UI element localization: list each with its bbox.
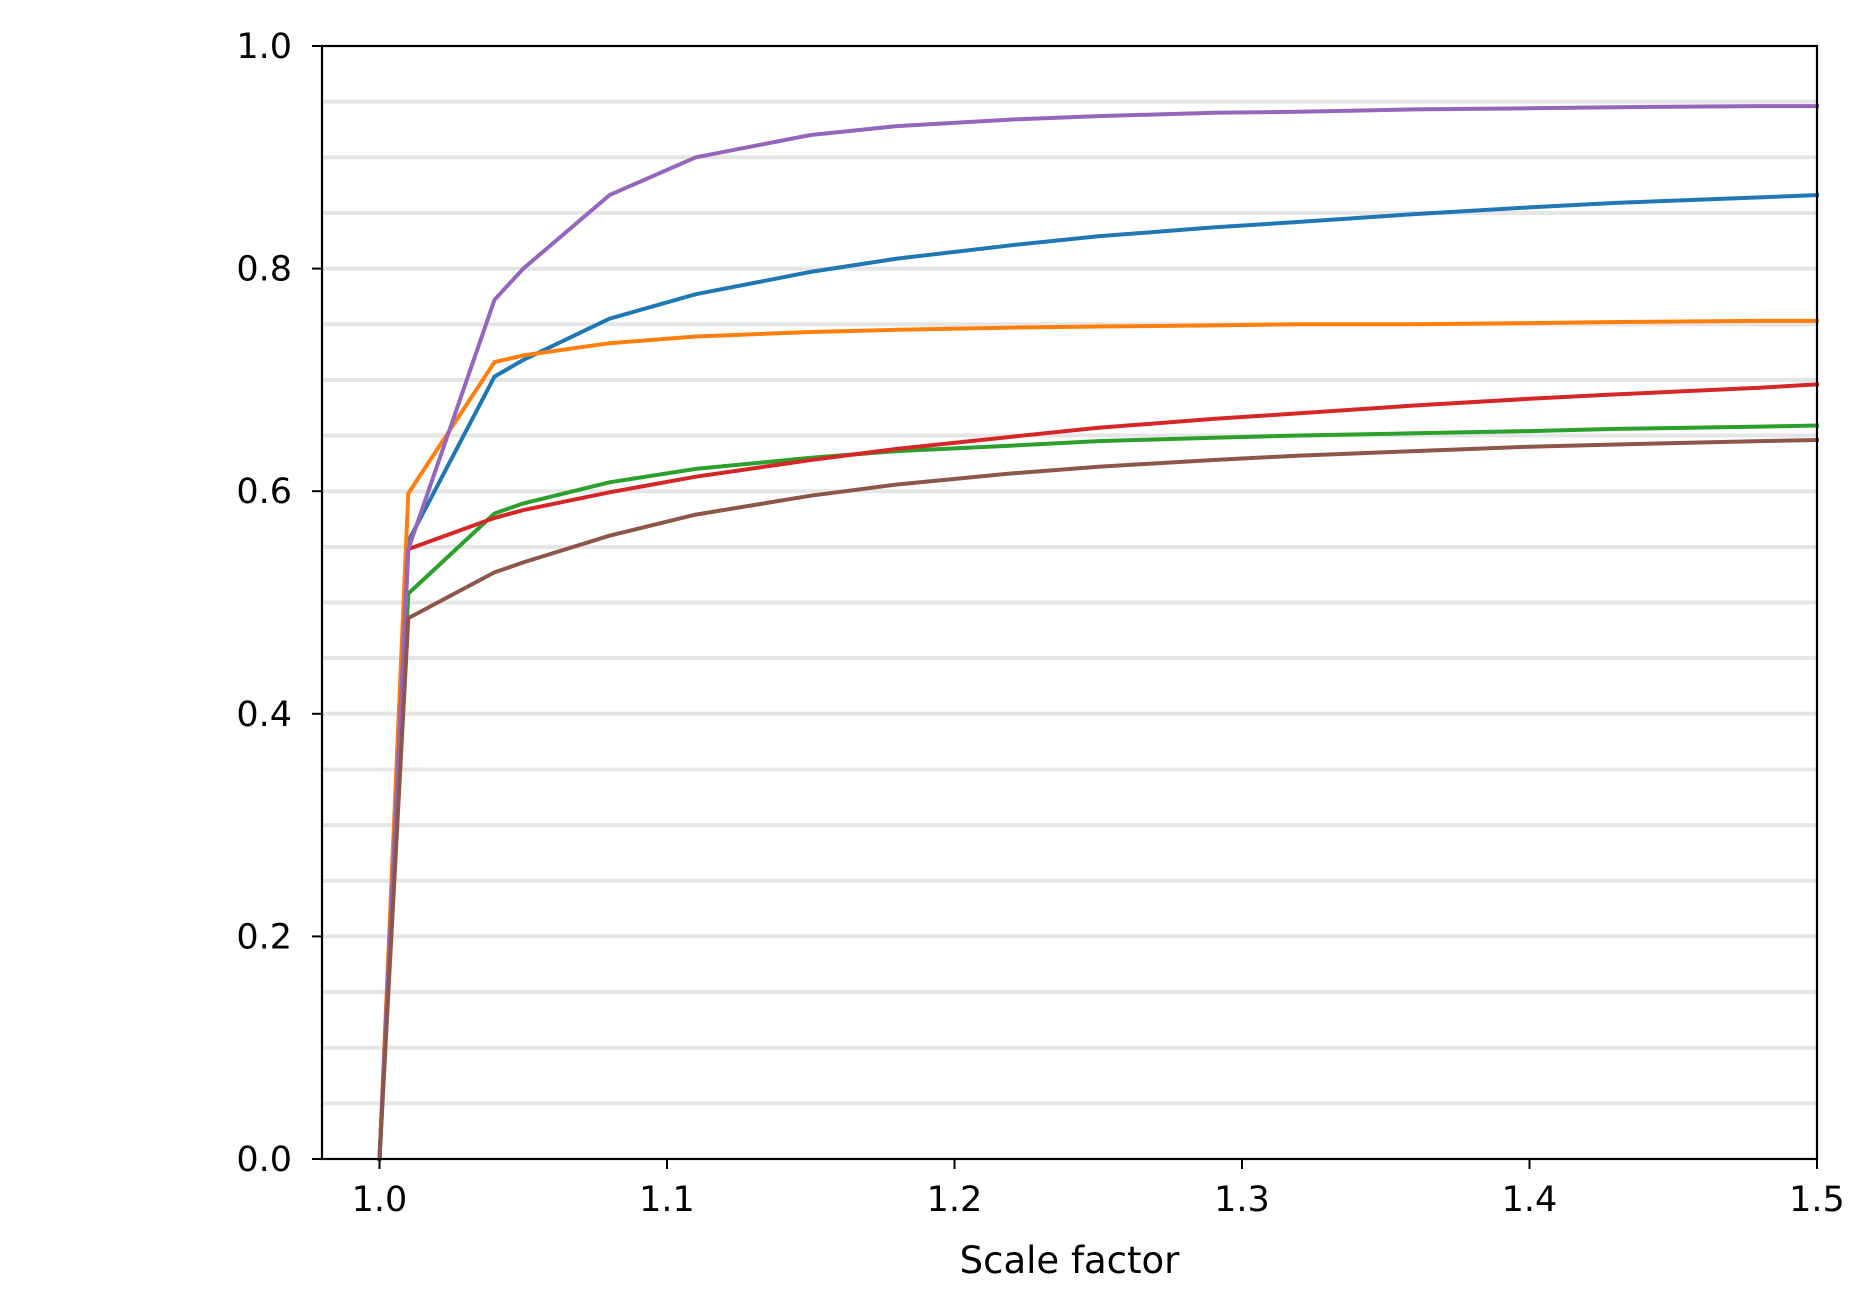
grid-layer	[322, 99, 1817, 1106]
x-tick-label: 1.1	[639, 1180, 695, 1220]
x-axis-label: Scale factor	[960, 1239, 1180, 1282]
x-axis: 1.0 1.1 1.2 1.3 1.4 1.5	[352, 1159, 1845, 1220]
x-tick-label: 1.3	[1214, 1180, 1270, 1220]
series-line-4	[377, 382, 1820, 1162]
x-tick-label: 1.2	[927, 1180, 983, 1220]
series-line-1	[377, 193, 1820, 1162]
y-tick-label: 0.2	[236, 917, 292, 957]
x-tick-label: 1.5	[1789, 1180, 1845, 1220]
y-tick-label: 0.0	[236, 1140, 292, 1180]
series-line-2	[377, 318, 1819, 1162]
series-line-5	[377, 104, 1819, 1162]
series-line-6	[377, 437, 1820, 1162]
y-tick-label: 0.4	[236, 695, 292, 735]
plot-frame	[320, 44, 1819, 1161]
series-layer	[377, 104, 1820, 1162]
y-axis: 0.0 0.2 0.4 0.6 0.8 1.0	[236, 27, 322, 1180]
y-tick-label: 0.6	[236, 472, 292, 512]
y-tick-label: 1.0	[236, 27, 292, 67]
y-tick-label: 0.8	[236, 250, 292, 290]
x-tick-label: 1.4	[1502, 1180, 1558, 1220]
series-line-3	[377, 423, 1820, 1162]
x-tick-label: 1.0	[352, 1180, 408, 1220]
